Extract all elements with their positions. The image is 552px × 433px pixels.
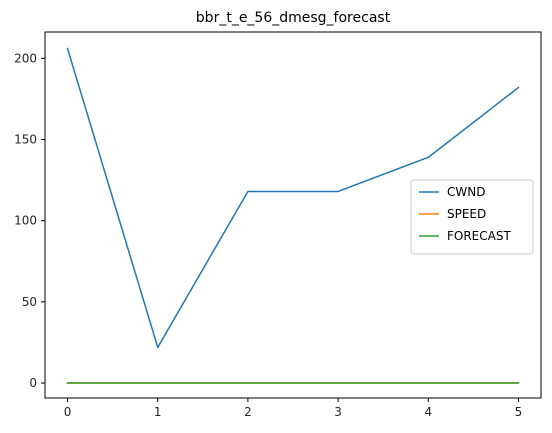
legend: CWND SPEED FORECAST [410,179,534,255]
y-tick-label: 100 [14,214,37,228]
y-tick-label: 200 [14,51,37,65]
x-tick-label: 0 [64,405,72,419]
x-tick-label: 1 [154,405,162,419]
x-tick-label: 5 [515,405,523,419]
y-tick-label: 0 [29,376,37,390]
x-tick-label: 2 [244,405,252,419]
chart-title: bbr_t_e_56_dmesg_forecast [196,10,391,26]
x-axis: 0 1 2 3 4 5 [64,398,523,419]
legend-label-forecast: FORECAST [447,229,511,243]
plot-frame [44,31,542,399]
x-tick-label: 3 [334,405,342,419]
series-line-cwnd [66,47,520,349]
legend-label-speed: SPEED [447,207,486,221]
y-tick-label: 150 [14,132,37,146]
x-tick-label: 4 [424,405,432,419]
y-axis: 0 50 100 150 200 [14,51,45,390]
series-layer [66,47,520,384]
legend-label-cwnd: CWND [447,185,485,199]
y-tick-label: 50 [22,295,37,309]
legend-box [410,179,534,255]
